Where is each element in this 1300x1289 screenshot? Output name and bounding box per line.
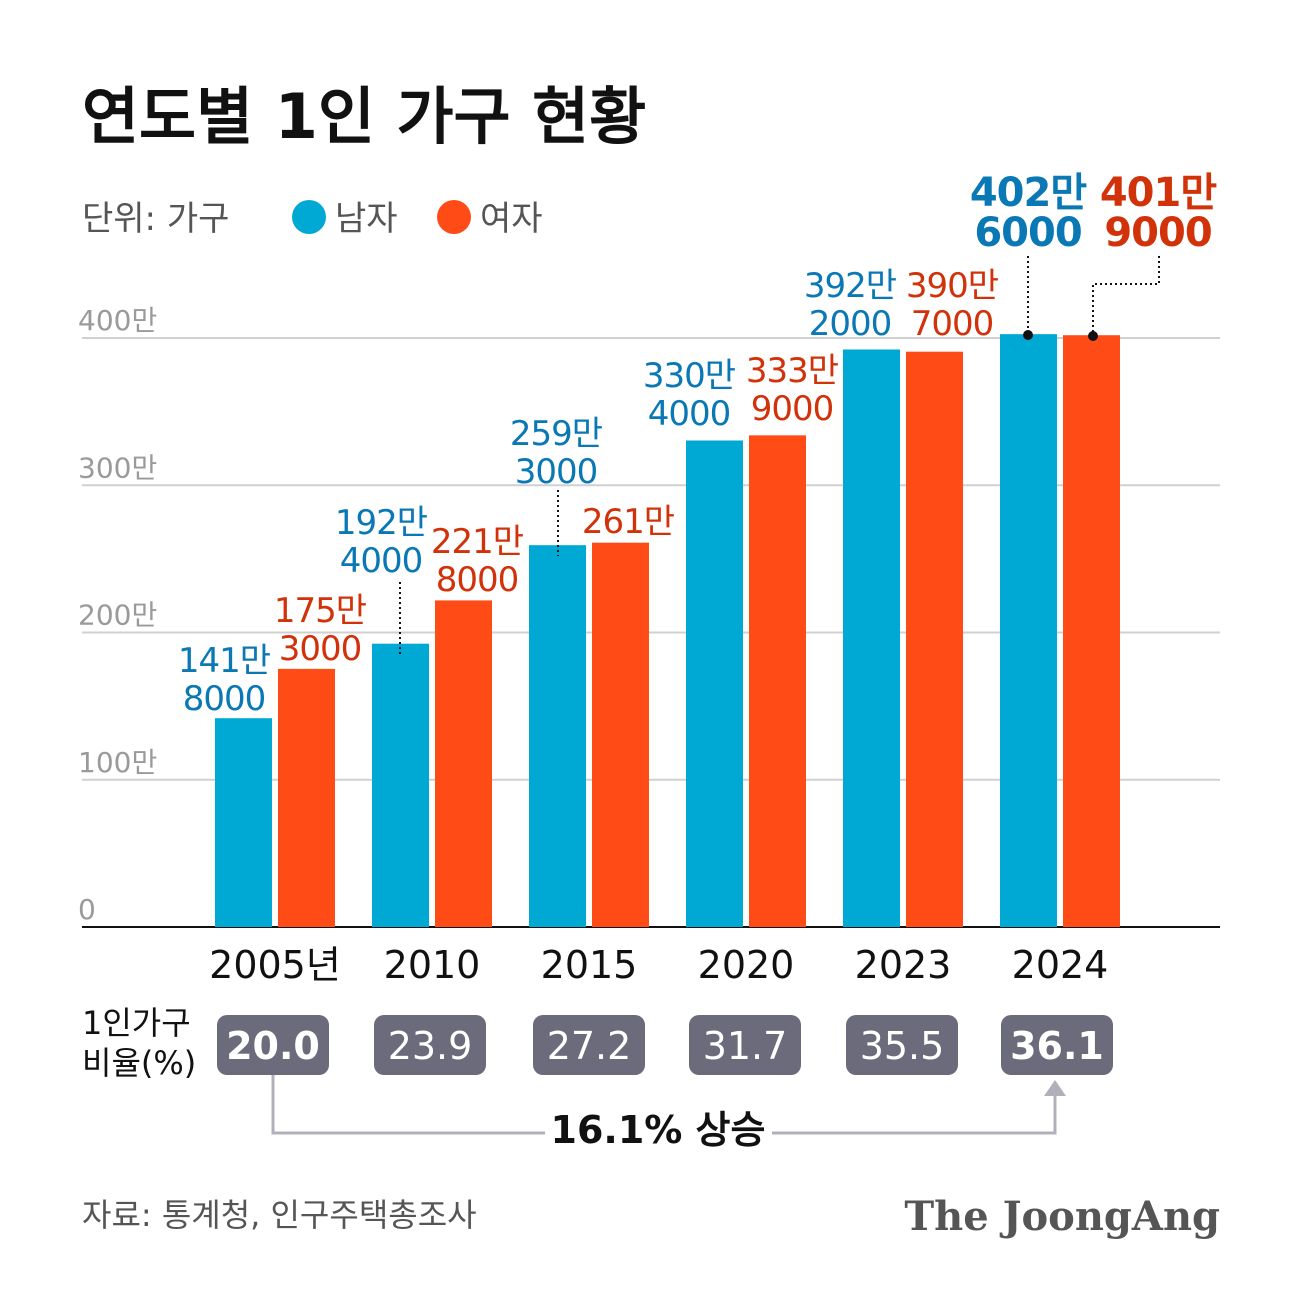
bar-male-2005년 (215, 718, 272, 927)
bar-male-2023 (843, 349, 900, 928)
bar-female-2023 (906, 351, 963, 928)
data-label-female: 401만 9000 (1100, 170, 1217, 256)
ratio-box (1001, 1015, 1113, 1075)
data-label-female: 261만 (582, 502, 675, 542)
source-note: 자료: 통계청, 인구주택총조사 (82, 1196, 477, 1234)
increase-connector (772, 1092, 1057, 1135)
unit-label: 단위: 가구 (82, 199, 229, 239)
ratio-box (533, 1015, 645, 1075)
legend: 남자 여자 (292, 199, 543, 239)
bar-female-2020 (749, 435, 806, 927)
data-label-female: 175만 3000 (274, 591, 367, 669)
legend-label-male: 남자 (335, 199, 398, 239)
ratio-box (217, 1015, 329, 1075)
data-label-female: 390만 7000 (906, 266, 999, 344)
bar-female-2015 (592, 542, 649, 927)
chart-title: 연도별 1인 가구 현황 (82, 80, 646, 153)
ratio-box (374, 1015, 486, 1075)
x-tick-label: 2024 (1012, 943, 1109, 987)
data-label-line: 192만 (335, 503, 428, 543)
leader-dot (1088, 331, 1098, 341)
increase-annotation: 16.1% 상승 (551, 1108, 766, 1152)
data-label-male: 402만 6000 (970, 170, 1087, 256)
bar-female-2010 (435, 600, 492, 927)
ratio-value: 31.7 (703, 1024, 788, 1068)
y-tick-label: 0 (78, 893, 96, 926)
ratio-value: 23.9 (388, 1024, 473, 1068)
data-label-line: 6000 (974, 210, 1081, 256)
data-label-line: 392만 (804, 266, 897, 306)
bar-male-2010 (372, 643, 429, 927)
data-label-line: 9000 (751, 389, 834, 429)
data-label-line: 2000 (809, 304, 892, 344)
data-label-female: 333만 9000 (746, 351, 839, 429)
data-label-line: 141만 (178, 641, 271, 681)
legend-swatch-male (292, 200, 326, 234)
legend-swatch-female (437, 200, 471, 234)
data-label-line: 401만 (1100, 170, 1217, 216)
ratio-value: 36.1 (1010, 1024, 1104, 1068)
data-label-female: 221만 8000 (431, 522, 524, 600)
legend-label-female: 여자 (480, 199, 543, 239)
bar-female-2024 (1063, 335, 1120, 927)
data-label-line: 402만 (970, 170, 1087, 216)
data-label-male: 141만 8000 (178, 641, 271, 719)
y-tick-label: 200만 (78, 599, 157, 632)
increase-connector (271, 1075, 545, 1135)
y-tick-label: 400만 (78, 304, 157, 337)
ratio-box (689, 1015, 801, 1075)
x-tick-label: 2023 (855, 943, 952, 987)
x-tick-label: 2005년 (209, 943, 341, 987)
bar-male-2020 (686, 440, 743, 927)
data-label-line: 4000 (340, 541, 423, 581)
y-tick-label: 100만 (78, 746, 157, 779)
x-tick-label: 2020 (698, 943, 795, 987)
data-label-male: 192만 4000 (335, 503, 428, 581)
data-label-line: 3000 (515, 452, 598, 492)
leader-dot (1023, 330, 1033, 340)
data-label-line: 8000 (436, 560, 519, 600)
leader-line (1092, 256, 1160, 335)
data-label-line: 259만 (510, 414, 603, 454)
ratio-value: 20.0 (226, 1024, 320, 1068)
logo: The JoongAng (904, 1193, 1220, 1240)
data-label-line: 175만 (274, 591, 367, 631)
bar-male-2024 (1000, 334, 1057, 927)
data-label-male: 392만 2000 (804, 266, 897, 344)
data-label-line: 261만 (582, 502, 675, 542)
arrow-up-icon (1044, 1080, 1066, 1096)
ratio-row-label: 1인가구 비율(%) (82, 1004, 196, 1082)
bar-male-2015 (529, 545, 586, 927)
data-label-line: 333만 (746, 351, 839, 391)
x-tick-label: 2015 (541, 943, 638, 987)
data-label-line: 390만 (906, 266, 999, 306)
x-tick-label: 2010 (384, 943, 481, 987)
data-label-male: 330만 4000 (643, 356, 736, 434)
data-label-line: 9000 (1104, 210, 1211, 256)
ratio-box (846, 1015, 958, 1075)
data-label-line: 3000 (279, 629, 362, 669)
data-label-line: 221만 (431, 522, 524, 562)
bar-female-2005년 (278, 668, 335, 927)
data-label-line: 8000 (183, 679, 266, 719)
data-label-line: 330만 (643, 356, 736, 396)
ratio-value: 35.5 (860, 1024, 945, 1068)
ratio-value: 27.2 (547, 1024, 632, 1068)
y-tick-label: 300만 (78, 451, 157, 484)
ratio-row-label-line: 1인가구 (82, 1004, 191, 1042)
data-label-line: 7000 (911, 304, 994, 344)
data-label-male: 259만 3000 (510, 414, 603, 492)
ratio-row-label-line: 비율(%) (82, 1044, 196, 1082)
data-label-line: 4000 (648, 394, 731, 434)
